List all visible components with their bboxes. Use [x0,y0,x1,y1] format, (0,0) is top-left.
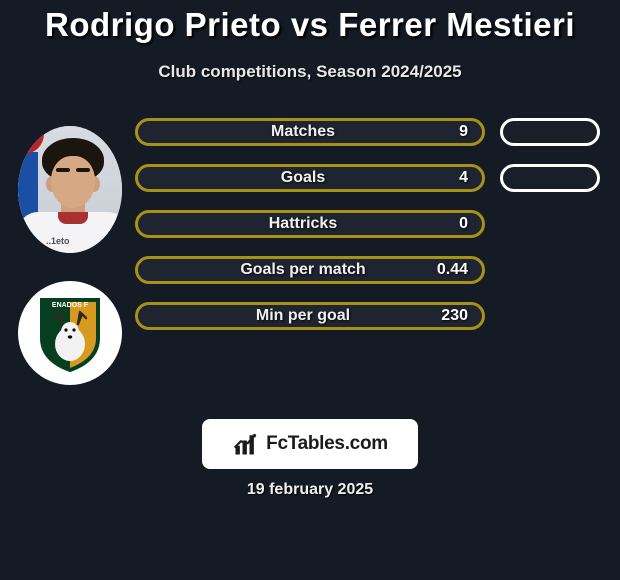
player2-club-crest: ENADOS F [18,281,122,385]
footer-date: 19 february 2025 [0,481,620,499]
page-title: Rodrigo Prieto vs Ferrer Mestieri [0,6,620,44]
stat-label: Matches [138,123,424,141]
content-row: ..1eto ENADOS F [0,112,620,385]
crest-text: ENADOS F [52,302,89,309]
subtitle: Club competitions, Season 2024/2025 [0,62,620,82]
stat-bar: Matches9 [135,118,485,146]
shield-icon: ENADOS F [38,294,102,372]
stat-label: Min per goal [138,307,424,325]
stat-value: 4 [424,169,468,187]
stat-label: Hattricks [138,215,424,233]
stats-column: Matches9Goals4Hattricks0Goals per match0… [135,112,485,348]
stat-bar: Goals per match0.44 [135,256,485,284]
stat-value: 9 [424,123,468,141]
comparison-card: Rodrigo Prieto vs Ferrer Mestieri Club c… [0,0,620,580]
opponent-pills-column [485,112,615,192]
stat-value: 0.44 [424,261,468,279]
footer-logo: FcTables.com [202,419,418,469]
stat-label: Goals per match [138,261,424,279]
stat-bar: Goals4 [135,164,485,192]
stat-bar: Min per goal230 [135,302,485,330]
stat-value: 0 [424,215,468,233]
stat-value: 230 [424,307,468,325]
player1-avatar: ..1eto [18,126,122,253]
player1-kit-name: ..1eto [46,236,70,246]
footer-label: FcTables.com [266,433,388,455]
opponent-stat-pill [500,118,600,146]
stat-bar: Hattricks0 [135,210,485,238]
opponent-stat-pill [500,164,600,192]
stat-label: Goals [138,169,424,187]
players-column: ..1eto ENADOS F [5,112,135,385]
bar-chart-icon [232,430,260,458]
